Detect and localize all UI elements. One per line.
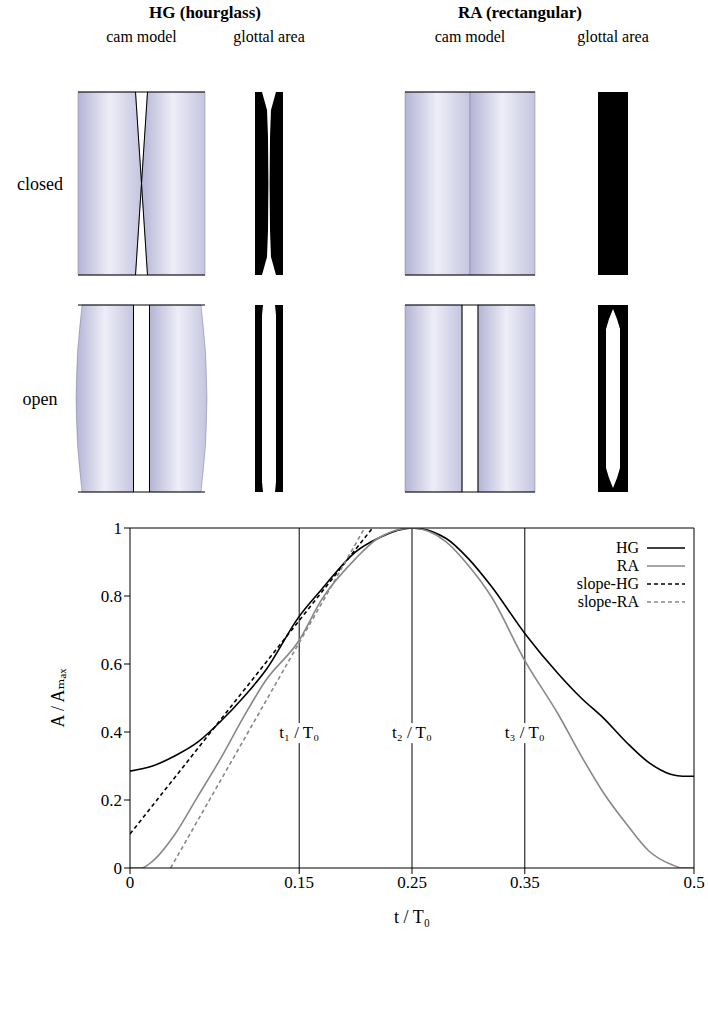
svg-text:t₃ / T₀: t₃ / T₀ — [505, 723, 545, 742]
svg-text:t / T₀: t / T₀ — [394, 907, 430, 927]
svg-text:cam model: cam model — [435, 28, 506, 45]
svg-text:closed: closed — [17, 174, 63, 194]
svg-text:t₁ / T₀: t₁ / T₀ — [279, 723, 319, 742]
svg-text:0.2: 0.2 — [101, 791, 122, 810]
svg-text:A / Aₘₐₓ: A / Aₘₐₓ — [48, 668, 68, 728]
svg-text:0.8: 0.8 — [101, 587, 122, 606]
html-text:slope-RA: slope-RA — [577, 593, 639, 610]
html-text:slope-HG: slope-HG — [576, 575, 639, 592]
svg-text:open: open — [23, 389, 58, 409]
svg-text:0.15: 0.15 — [284, 873, 314, 892]
svg-text:0.5: 0.5 — [683, 873, 704, 892]
svg-text:HG (hourglass): HG (hourglass) — [149, 3, 261, 22]
svg-text:cam model: cam model — [106, 28, 177, 45]
svg-text:RA (rectangular): RA (rectangular) — [458, 3, 582, 22]
svg-text:1: 1 — [114, 519, 123, 538]
svg-text:0: 0 — [126, 873, 135, 892]
svg-text:glottal area: glottal area — [233, 28, 305, 46]
html-text:HG: HG — [615, 539, 639, 556]
svg-text:0.25: 0.25 — [397, 873, 427, 892]
svg-text:t₂ / T₀: t₂ / T₀ — [392, 723, 432, 742]
svg-text:glottal area: glottal area — [577, 28, 649, 46]
svg-text:0.4: 0.4 — [101, 723, 123, 742]
html-text:RA: RA — [616, 557, 639, 574]
svg-text:0: 0 — [114, 859, 123, 878]
svg-text:0.6: 0.6 — [101, 655, 122, 674]
svg-text:0.35: 0.35 — [510, 873, 540, 892]
